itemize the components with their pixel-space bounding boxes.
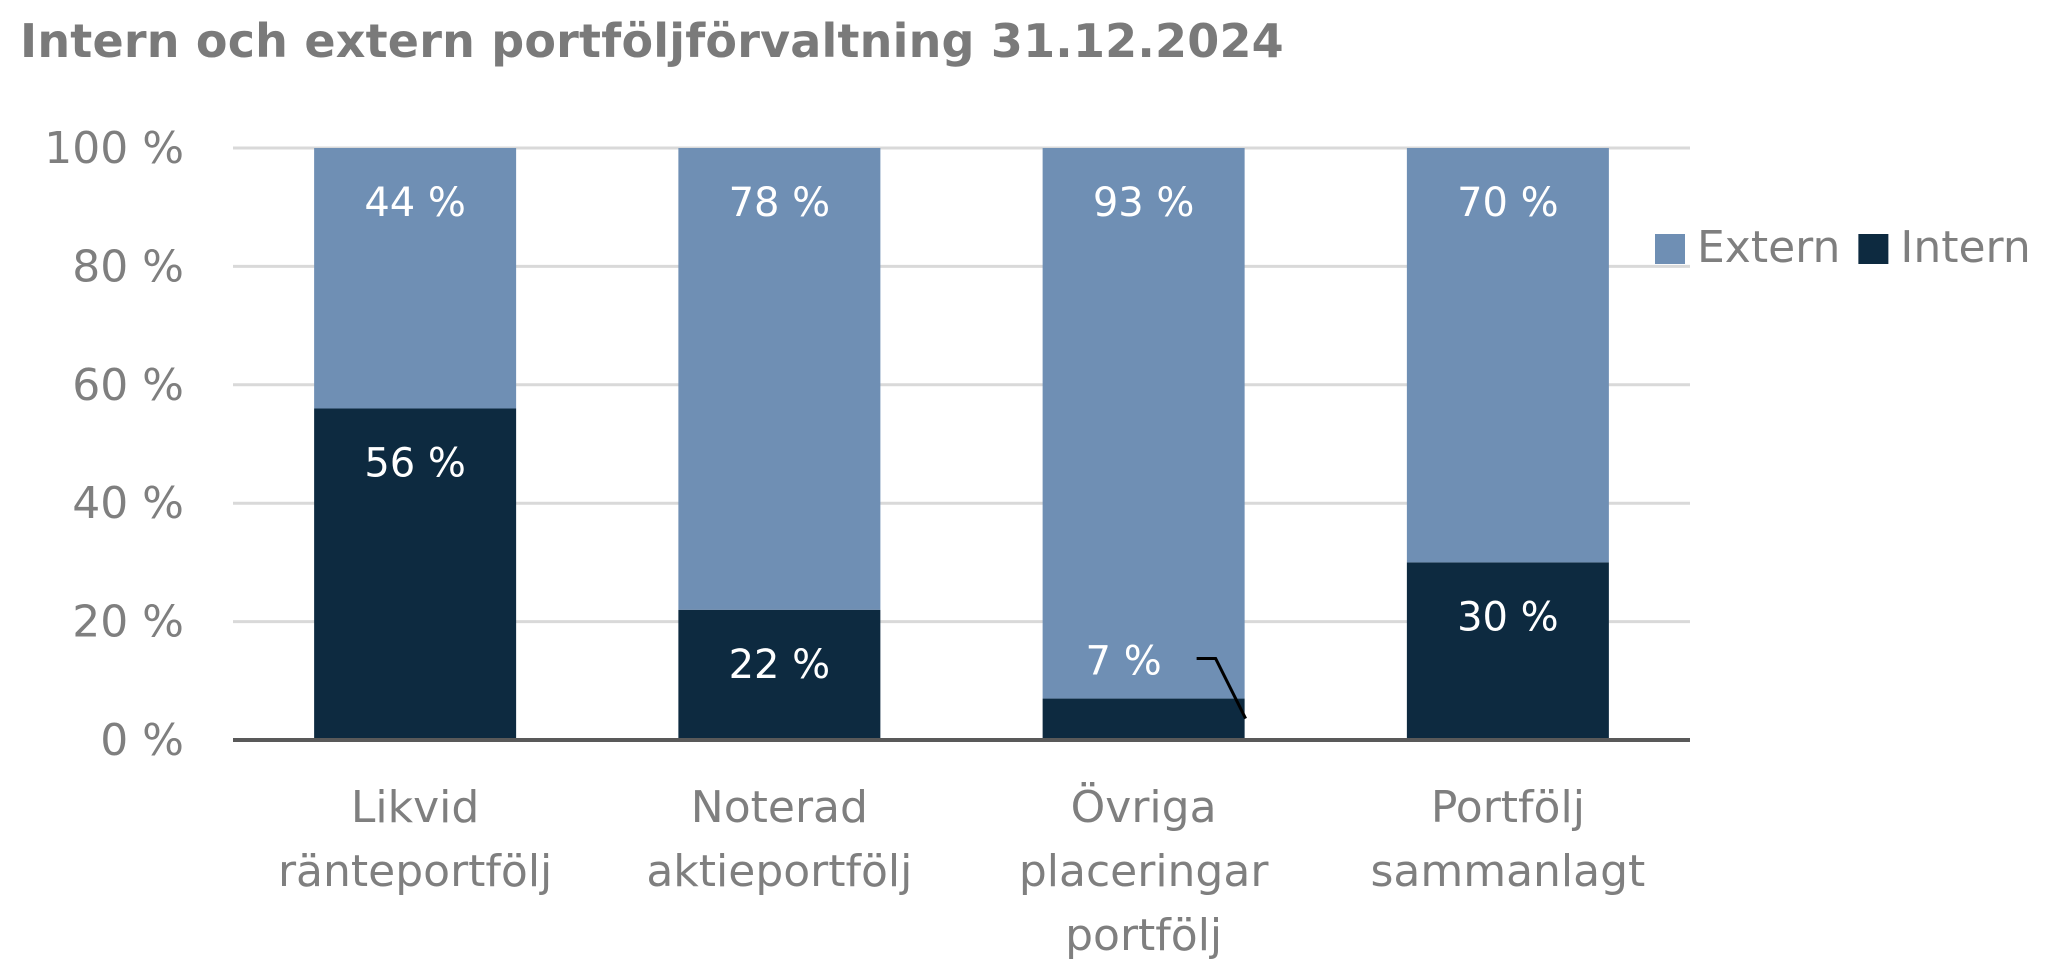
category-labels: Likvid ränteportfölj Noterad aktieportfölj Ö…: [278, 781, 1645, 961]
data-labels: 56 % 44 % 22 % 78 % 7 % 93 % 30 % 70 %: [364, 180, 1559, 720]
y-tick-label-60: 60 %: [72, 360, 184, 411]
bar-intern-likvid-ranteportfolj: [314, 408, 517, 740]
category-label-portfolj-sammanlagt: Portfölj sammanlagt: [1370, 782, 1645, 897]
bar-intern-portfolj-sammanlagt: [1406, 562, 1609, 740]
data-label-extern-likvid-ranteportfolj: 44 %: [364, 180, 466, 226]
legend-swatch-intern: [1858, 234, 1889, 264]
data-label-extern-portfolj-sammanlagt: 70 %: [1457, 180, 1559, 226]
data-label-extern-noterad-aktieportfolj: 78 %: [729, 180, 831, 226]
bar-extern-portfolj-sammanlagt: [1406, 148, 1609, 563]
bar-extern-noterad-aktieportfolj: [678, 148, 881, 610]
bar-extern-likvid-ranteportfolj: [314, 148, 517, 409]
category-label-noterad-aktieportfolj: Noterad aktieportfölj: [646, 782, 912, 897]
data-label-extern-ovriga-placeringar-portfolj: 93 %: [1093, 180, 1195, 226]
data-label-intern-likvid-ranteportfolj: 56 %: [364, 440, 466, 486]
y-tick-label-0: 0 %: [100, 715, 184, 766]
data-label-intern-portfolj-sammanlagt: 30 %: [1457, 594, 1559, 640]
category-label-ovriga-placeringar-portfolj: Övriga placeringar portfölj: [1019, 781, 1269, 961]
legend: Extern Intern: [1655, 222, 2031, 273]
y-axis-tick-labels: 0 % 20 % 40 % 60 % 80 % 100 %: [44, 123, 184, 766]
legend-swatch-extern: [1655, 234, 1685, 264]
legend-label-intern: Intern: [1900, 222, 2030, 273]
y-tick-label-40: 40 %: [72, 478, 184, 529]
leader-line-intern-ovriga-placeringar-portfolj: [1196, 657, 1247, 720]
y-tick-label-20: 20 %: [72, 597, 184, 648]
bar-intern-noterad-aktieportfolj: [678, 609, 881, 740]
y-tick-label-80: 80 %: [72, 241, 184, 292]
category-label-likvid-ranteportfolj: Likvid ränteportfölj: [278, 782, 552, 897]
legend-label-extern: Extern: [1697, 222, 1840, 273]
bar-intern-ovriga-placeringar-portfolj: [1042, 698, 1245, 740]
y-tick-label-100: 100 %: [44, 123, 184, 174]
bar-extern-ovriga-placeringar-portfolj: [1042, 148, 1245, 699]
chart-title: Intern och extern portföljförvaltning 31…: [20, 14, 1284, 68]
data-label-intern-ovriga-placeringar-portfolj: 7 %: [1086, 639, 1162, 685]
data-label-intern-noterad-aktieportfolj: 22 %: [729, 642, 831, 688]
bars: [314, 148, 1609, 740]
